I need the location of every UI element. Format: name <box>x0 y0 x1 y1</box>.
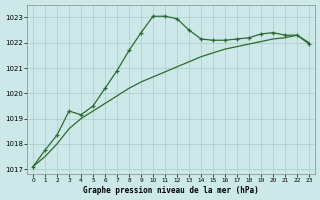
X-axis label: Graphe pression niveau de la mer (hPa): Graphe pression niveau de la mer (hPa) <box>83 186 259 195</box>
